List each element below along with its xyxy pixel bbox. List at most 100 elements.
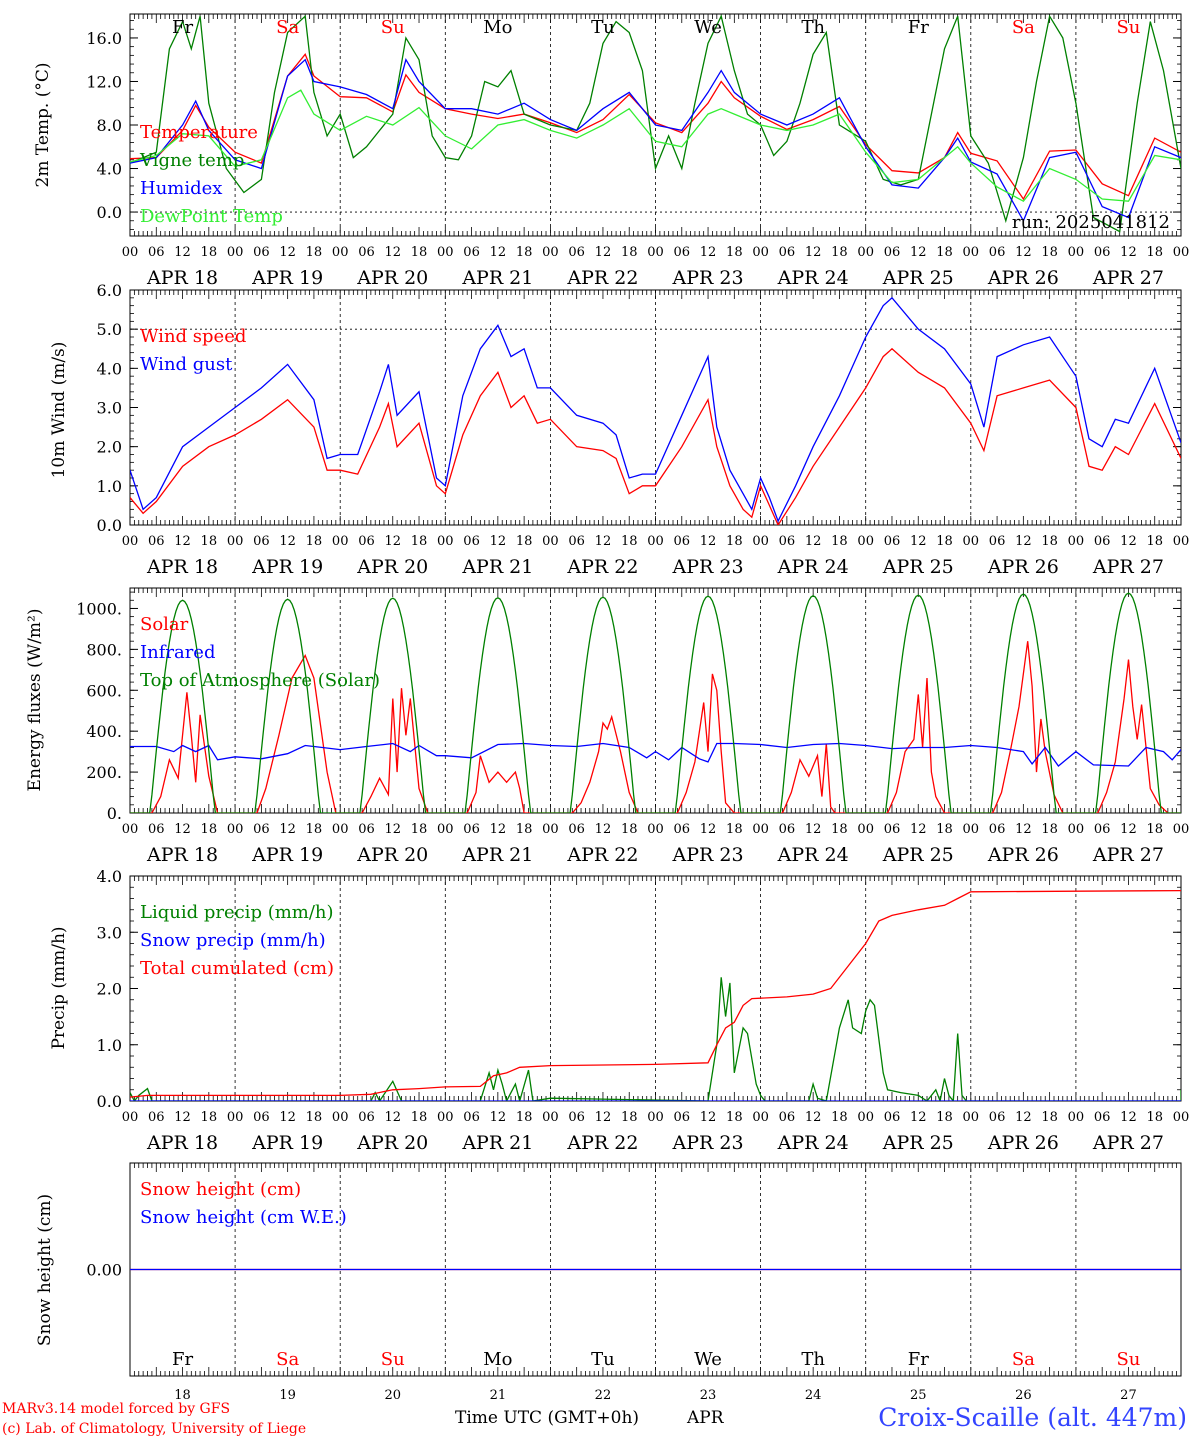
hour-tick-label: 12 <box>595 1110 612 1125</box>
hour-tick-label: 18 <box>936 245 953 260</box>
hour-tick-label: 18 <box>831 1110 848 1125</box>
hour-tick-label: 00 <box>647 534 664 549</box>
hour-tick-label: 00 <box>752 245 769 260</box>
hour-tick-label: 18 <box>831 822 848 837</box>
hour-tick-label: 06 <box>989 1110 1006 1125</box>
y-axis-label: Energy fluxes (W/m²) <box>25 609 45 792</box>
hour-tick-label: 18 <box>1146 1110 1163 1125</box>
hour-tick-label: 00 <box>332 1110 349 1125</box>
weekday-label: Su <box>1116 17 1140 38</box>
hour-tick-label: 18 <box>411 534 428 549</box>
hour-tick-label: 00 <box>1173 1110 1190 1125</box>
hour-tick-label: 06 <box>148 534 165 549</box>
day-label: APR 19 <box>251 1132 323 1154</box>
hour-tick-label: 06 <box>884 1110 901 1125</box>
weekday-label: Sa <box>1012 1349 1035 1370</box>
hour-tick-label: 00 <box>1173 822 1190 837</box>
hour-tick-label: 00 <box>1173 534 1190 549</box>
hour-tick-label: 18 <box>1041 1110 1058 1125</box>
hour-tick-label: 00 <box>1068 822 1085 837</box>
series-line-top-of-atmosphere-solar <box>130 592 1181 813</box>
y-tick-label: 5.0 <box>97 320 122 339</box>
hour-tick-label: 06 <box>463 1110 480 1125</box>
hour-tick-label: 18 <box>411 822 428 837</box>
weekday-label: Fr <box>908 1349 929 1370</box>
hour-tick-label: 06 <box>884 822 901 837</box>
hour-tick-label: 00 <box>542 822 559 837</box>
weekday-label: Fr <box>172 1349 193 1370</box>
day-label: APR 22 <box>566 844 638 866</box>
hour-tick-label: 00 <box>963 822 980 837</box>
hour-tick-label: 12 <box>1015 245 1032 260</box>
hour-tick-label: 18 <box>621 822 638 837</box>
hour-tick-label: 12 <box>1015 1110 1032 1125</box>
series-group <box>130 296 1181 525</box>
y-tick-label: 4.0 <box>97 867 122 886</box>
hour-tick-label: 06 <box>674 245 691 260</box>
legend-infrared: Infrared <box>140 642 215 663</box>
hour-tick-label: 06 <box>253 822 270 837</box>
hour-tick-label: 06 <box>989 534 1006 549</box>
day-label: APR 20 <box>356 556 428 578</box>
hour-tick-label: 06 <box>779 534 796 549</box>
hour-tick-label: 00 <box>227 822 244 837</box>
hour-tick-label: 18 <box>726 534 743 549</box>
legend-wind-gust: Wind gust <box>140 354 233 375</box>
hour-tick-label: 18 <box>726 822 743 837</box>
y-tick-label: 400. <box>86 722 122 741</box>
day-label: APR 24 <box>777 267 849 289</box>
day-label: APR 18 <box>146 844 218 866</box>
hour-tick-label: 00 <box>542 534 559 549</box>
hour-tick-label: 12 <box>805 1110 822 1125</box>
y-tick-label: 4.0 <box>97 160 122 179</box>
y-axis-label: Precip (mm/h) <box>49 926 69 1049</box>
hour-tick-label: 06 <box>568 822 585 837</box>
hour-tick-label: 06 <box>1094 1110 1111 1125</box>
hour-tick-label: 12 <box>279 245 296 260</box>
hour-tick-label: 18 <box>306 245 323 260</box>
hour-tick-label: 12 <box>1120 1110 1137 1125</box>
day-label: APR 23 <box>672 1132 744 1154</box>
legend-dewpoint-temp: DewPoint Temp <box>140 206 283 227</box>
day-label: APR 27 <box>1092 844 1164 866</box>
hour-tick-label: 00 <box>857 822 874 837</box>
hour-tick-label: 12 <box>1015 822 1032 837</box>
day-label: APR 24 <box>777 844 849 866</box>
day-label: APR 25 <box>882 1132 954 1154</box>
series-line-vigne-temp <box>130 14 1181 233</box>
hour-tick-label: 00 <box>227 534 244 549</box>
series-line-infrared <box>130 742 1181 767</box>
y-tick-label: 0.00 <box>86 1261 122 1280</box>
y-tick-label: 600. <box>86 681 122 700</box>
day-label: APR 20 <box>356 844 428 866</box>
y-tick-label: 3.0 <box>97 399 122 418</box>
hour-tick-label: 18 <box>831 245 848 260</box>
hour-tick-label: 00 <box>437 534 454 549</box>
day-label: APR 19 <box>251 267 323 289</box>
weekday-label: Tu <box>591 1349 615 1370</box>
y-tick-label: 16.0 <box>86 29 122 48</box>
hour-tick-label: 00 <box>1068 534 1085 549</box>
hour-tick-label: 06 <box>884 534 901 549</box>
hour-tick-label: 00 <box>227 245 244 260</box>
day-label: APR 26 <box>987 267 1059 289</box>
hour-tick-label: 12 <box>490 1110 507 1125</box>
hour-tick-label: 12 <box>700 822 717 837</box>
hour-tick-label: 12 <box>279 534 296 549</box>
weekday-label: Su <box>381 17 405 38</box>
y-tick-label: 0. <box>107 804 122 823</box>
hour-tick-label: 00 <box>752 822 769 837</box>
day-label: APR 18 <box>146 267 218 289</box>
hour-tick-label: 00 <box>963 245 980 260</box>
hour-tick-label: 18 <box>621 245 638 260</box>
hour-tick-label: 12 <box>384 822 401 837</box>
hour-tick-label: 12 <box>1120 534 1137 549</box>
hour-tick-label: 18 <box>726 245 743 260</box>
weekday-label: Sa <box>276 1349 299 1370</box>
hour-tick-label: 18 <box>621 1110 638 1125</box>
legend-snow-precip-mm-h: Snow precip (mm/h) <box>140 930 326 951</box>
series-line-humidex <box>130 58 1181 223</box>
hour-tick-label: 12 <box>1015 534 1032 549</box>
y-tick-label: 2.0 <box>97 438 122 457</box>
